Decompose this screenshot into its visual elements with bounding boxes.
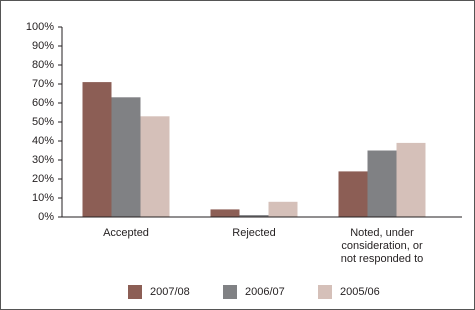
x-tick-label: Rejected [232,227,275,239]
legend-swatch [128,285,142,299]
y-tick-label: 90% [32,40,54,52]
legend-label: 2007/08 [150,286,190,298]
y-tick-label: 70% [32,78,54,90]
x-tick-label: Noted, under consideration, or not respond… [341,227,424,265]
bar [111,97,141,217]
y-tick-label: 40% [32,135,54,147]
legend-swatch [223,285,237,299]
bar [239,215,269,217]
bar [367,150,397,217]
x-tick-label: Accepted [103,227,149,239]
bar [396,142,426,217]
bar [140,116,170,217]
y-tick-label: 30% [32,154,54,166]
y-tick-label: 80% [32,59,54,71]
y-tick-label: 20% [32,173,54,185]
y-tick-label: 0% [38,211,54,223]
legend-swatch [318,285,332,299]
bar [82,82,112,217]
y-tick-label: 60% [32,97,54,109]
bar [268,201,298,217]
y-tick-label: 50% [32,116,54,128]
bar [210,209,240,217]
legend-label: 2005/06 [340,286,380,298]
bar [338,171,368,217]
legend-label: 2006/07 [245,286,285,298]
y-tick-label: 10% [32,192,54,204]
y-tick-label: 100% [26,21,54,33]
